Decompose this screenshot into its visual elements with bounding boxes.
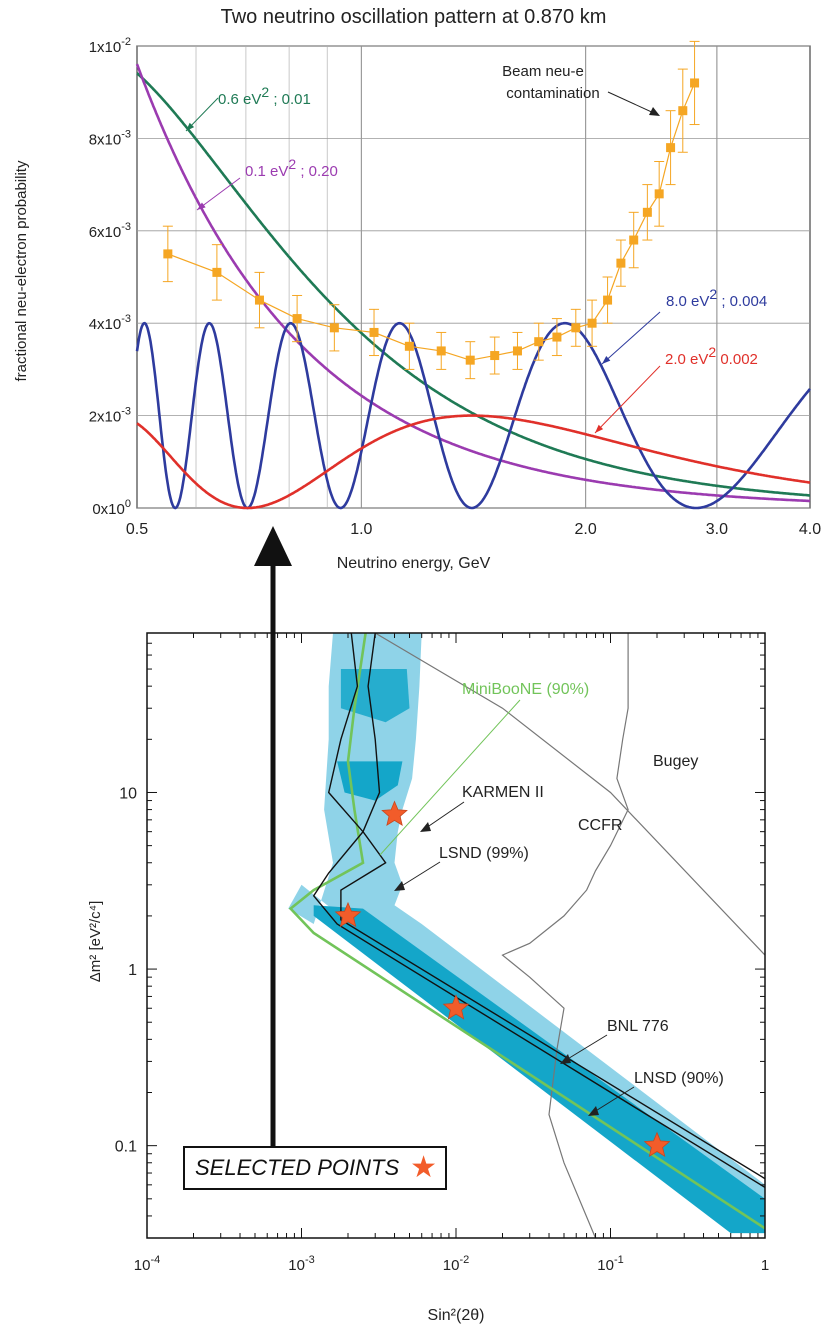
- chart-title: Two neutrino oscillation pattern at 0.87…: [220, 6, 607, 28]
- x-axis-label: Neutrino energy, GeV: [337, 555, 491, 572]
- x-tick-label: 10-4: [134, 1254, 160, 1274]
- x-tick-label: 1: [761, 1257, 769, 1274]
- x-tick-label: 1.0: [350, 521, 372, 538]
- beam-point: [616, 258, 626, 268]
- x-tick-label: 4.0: [799, 521, 821, 538]
- arrow-head: [186, 122, 195, 131]
- arrow-head: [394, 881, 405, 891]
- series-line: [136, 414, 811, 510]
- beam-point: [603, 295, 613, 305]
- annotation-8ev: 8.0 eV2 ; 0.004: [666, 286, 767, 310]
- x-tick-label: 2.0: [575, 521, 597, 538]
- beam-point: [490, 351, 500, 361]
- y-tick-label: 2x10-3: [89, 406, 131, 426]
- beam-point: [654, 189, 664, 199]
- beam-arrow-head: [649, 107, 660, 116]
- beam-point: [163, 249, 173, 259]
- x-tick-label: 10-3: [288, 1254, 314, 1274]
- arrow-head: [595, 424, 604, 433]
- selected-point-star: [334, 901, 362, 928]
- annotation-0.6ev: 0.6 eV2 ; 0.01: [218, 84, 311, 108]
- beam-point: [642, 207, 652, 217]
- beam-point: [212, 267, 222, 277]
- beam-point: [552, 332, 562, 342]
- selected-point-star: [442, 994, 470, 1020]
- beam-point: [436, 346, 446, 356]
- arrow-head: [420, 822, 431, 832]
- label-miniboone: MiniBooNE (90%): [462, 681, 589, 698]
- annotation-arrow: [601, 311, 661, 365]
- selected-points-label: SELECTED POINTS: [195, 1155, 400, 1180]
- beam-point: [369, 327, 379, 337]
- lsnd99-leader: [399, 861, 441, 888]
- annotation-0.1ev: 0.1 eV2 ; 0.20: [245, 156, 338, 180]
- y-tick-label: 1: [128, 962, 137, 979]
- beam-point: [690, 78, 700, 88]
- beam-point: [629, 235, 639, 245]
- bugey-line: [501, 633, 629, 1238]
- miniboone-leader: [379, 699, 521, 856]
- plot-area: [136, 45, 811, 509]
- karmen-leader: [425, 801, 465, 829]
- label-ccfr: CCFR: [578, 817, 622, 834]
- selected-points-box: SELECTED POINTS ★: [183, 1146, 447, 1190]
- label-karmen: KARMEN II: [462, 784, 544, 801]
- selected-point-star: [643, 1131, 671, 1158]
- label-lnsd90: LNSD (90%): [634, 1070, 724, 1087]
- x-axis-label: Sin²(2θ): [428, 1307, 485, 1324]
- y-axis-label: fractional neu-electron probability: [13, 160, 30, 381]
- beam-point: [292, 314, 302, 324]
- arrow-head: [588, 1106, 599, 1116]
- ccfr-line: [374, 633, 765, 956]
- lsnd90-upper-region: [337, 761, 403, 801]
- y-tick-label: 4x10-3: [89, 313, 131, 333]
- lnsd-leader: [593, 1086, 635, 1113]
- beam-arrow: [607, 91, 657, 115]
- karmen-line-2: [340, 633, 765, 1180]
- series-line: [135, 63, 811, 503]
- label-bnl776: BNL 776: [607, 1018, 669, 1035]
- beam-point: [254, 295, 264, 305]
- beam-point: [329, 323, 339, 333]
- oscillation-chart: 0.5 1.0 2.0 3.0 4.0 0x100 2x10-3 4x10-3 6x10-3 8x…: [13, 36, 821, 572]
- y-axis-label: Δm² [eV²/c⁴]: [87, 901, 104, 982]
- y-tick-label: 0.1: [115, 1139, 137, 1156]
- x-tick-label: 10-1: [597, 1254, 623, 1274]
- y-tick-label: 8x10-3: [89, 128, 131, 148]
- beam-point: [534, 337, 544, 347]
- beam-point: [571, 323, 581, 333]
- x-tick-label: 0.5: [126, 521, 148, 538]
- x-tick-label: 10-2: [443, 1254, 469, 1274]
- annotation-arrow: [594, 365, 661, 434]
- beam-point: [678, 106, 688, 116]
- x-tick-label: 3.0: [706, 521, 728, 538]
- annotation-arrow: [196, 177, 241, 211]
- beam-point: [404, 341, 414, 351]
- big-arrow-head: [254, 526, 292, 566]
- y-tick-label: 10: [119, 785, 137, 802]
- beam-point: [512, 346, 522, 356]
- star-icon: ★: [410, 1151, 437, 1184]
- beam-point: [666, 143, 676, 153]
- beam-point: [587, 318, 597, 328]
- lsnd99-region: [288, 633, 765, 1234]
- y-tick-label: 0x100: [92, 498, 131, 518]
- selected-point-star: [381, 800, 408, 826]
- label-bugey: Bugey: [653, 753, 698, 770]
- arrow-head: [602, 356, 611, 364]
- y-tick-label: 1x10-2: [89, 36, 131, 56]
- annotation-2ev: 2.0 eV2 0.002: [665, 344, 758, 368]
- series-line: [136, 72, 810, 497]
- beam-label: Beam neu-e contamination: [502, 63, 600, 102]
- label-lsnd99: LSND (99%): [439, 845, 529, 862]
- arrow-head: [197, 202, 206, 210]
- y-tick-label: 6x10-3: [89, 221, 131, 241]
- arrow-head: [560, 1054, 571, 1064]
- beam-point: [465, 355, 475, 365]
- miniboone-line: [288, 633, 765, 1230]
- bnl-leader: [565, 1034, 608, 1061]
